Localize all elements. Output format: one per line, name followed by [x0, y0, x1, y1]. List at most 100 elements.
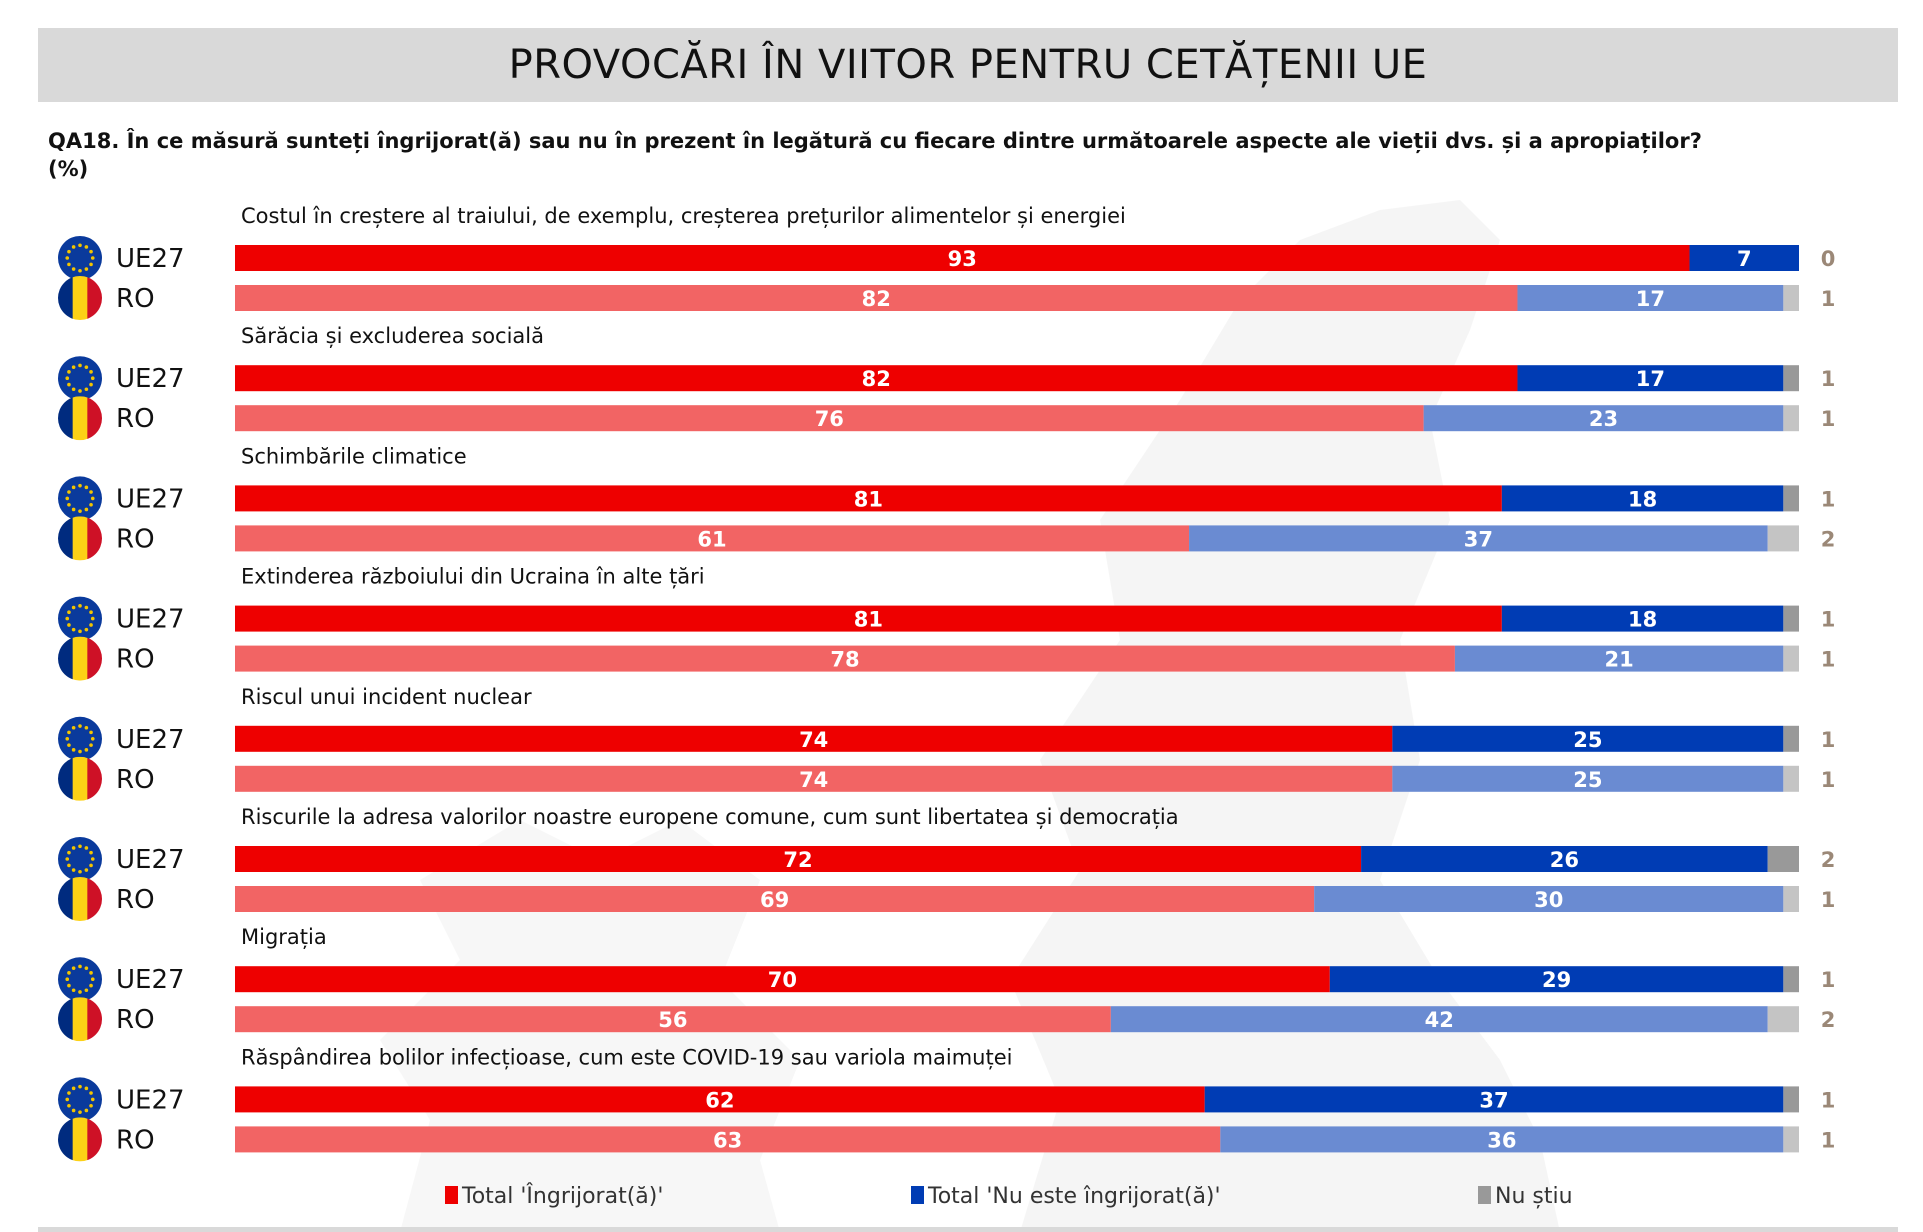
eu-flag-background [58, 716, 102, 761]
row-label-ue27: UE27 [116, 364, 185, 394]
romania-flag-icon [58, 516, 102, 561]
eu-star [71, 1108, 76, 1113]
eu-star [90, 737, 95, 741]
segment-ingrijorat [235, 365, 1518, 392]
data-label-nu-stiu: 1 [1821, 728, 1836, 752]
data-label-nu-este-ingrijorat: 37 [1479, 1088, 1508, 1112]
eu-star [78, 604, 82, 608]
row-label-ue27: UE27 [116, 244, 185, 274]
eu-star [71, 245, 76, 249]
segment-nu-stiu [1783, 725, 1799, 752]
eu-star [78, 629, 82, 634]
row-label-ro: RO [116, 524, 155, 554]
eu-flag-icon [58, 356, 102, 401]
romania-flag-stripe [72, 276, 88, 320]
topic-label: Extinderea războiului din Ucraina în alt… [241, 565, 705, 589]
eu-flag-icon [58, 476, 102, 521]
eu-star [84, 966, 89, 970]
eu-flag-icon [58, 837, 102, 881]
data-label-nu-este-ingrijorat: 17 [1636, 367, 1665, 391]
eu-flag-background [58, 837, 102, 881]
eu-star [78, 243, 82, 248]
romania-flag-stripe [58, 997, 74, 1042]
segment-nu-stiu [1767, 1006, 1799, 1033]
romania-flag-stripe [58, 756, 74, 801]
romania-flag-icon [58, 997, 102, 1042]
legend-label-2: Nu știu [1495, 1184, 1573, 1209]
eu-star [90, 1097, 95, 1102]
eu-flag-background [58, 476, 102, 521]
eu-star [84, 725, 89, 730]
row-label-ro: RO [116, 284, 155, 314]
segment-ingrijorat [235, 725, 1393, 752]
eu-flag-icon [58, 957, 102, 1002]
eu-star [84, 868, 89, 872]
romania-flag-stripe [72, 516, 88, 561]
data-label-nu-stiu: 0 [1821, 247, 1836, 271]
data-label-ingrijorat: 81 [854, 608, 883, 632]
eu-star [65, 256, 70, 260]
data-label-ingrijorat: 93 [948, 247, 977, 271]
eu-flag-background [58, 596, 102, 641]
data-label-nu-stiu: 1 [1821, 487, 1836, 511]
data-label-nu-stiu: 1 [1821, 888, 1836, 912]
eu-star [90, 256, 95, 260]
eu-star [90, 616, 95, 621]
eu-star [65, 616, 70, 621]
eu-star [71, 605, 76, 610]
eu-star [84, 748, 89, 752]
romania-flag-stripe [58, 516, 74, 561]
row-label-ro: RO [116, 404, 155, 434]
data-label-ingrijorat: 74 [799, 768, 828, 792]
eu-star [84, 267, 89, 271]
row-label-ue27: UE27 [116, 1085, 185, 1115]
eu-star [84, 365, 89, 369]
eu-star [71, 725, 76, 730]
eu-star [78, 389, 82, 393]
eu-star [84, 245, 89, 249]
eu-star [90, 496, 95, 501]
eu-star [78, 964, 82, 969]
romania-flag-stripe [72, 997, 88, 1042]
eu-star [89, 1091, 93, 1095]
row-label-ue27: UE27 [116, 725, 185, 755]
segment-ingrijorat [235, 765, 1393, 792]
row-label-ue27: UE27 [116, 965, 185, 995]
romania-flag-stripe [58, 877, 74, 921]
data-label-nu-este-ingrijorat: 23 [1589, 407, 1618, 431]
segment-ingrijorat [235, 405, 1424, 432]
topic-label: Riscurile la adresa valorilor noastre eu… [241, 805, 1179, 829]
segment-nu-este-ingrijorat [1501, 605, 1784, 632]
data-label-nu-este-ingrijorat: 18 [1628, 487, 1657, 511]
segment-ingrijorat [235, 645, 1455, 672]
data-label-ingrijorat: 78 [830, 648, 859, 672]
eu-flag-background [58, 356, 102, 401]
romania-flag-stripe [72, 756, 88, 801]
eu-star [89, 490, 93, 494]
eu-star [84, 605, 89, 610]
eu-star [89, 382, 93, 387]
data-label-nu-este-ingrijorat: 25 [1573, 768, 1602, 792]
segment-ingrijorat [235, 1126, 1221, 1153]
data-label-ingrijorat: 56 [658, 1008, 687, 1032]
romania-flag-stripe [58, 1117, 74, 1162]
eu-flag-icon [58, 596, 102, 641]
segment-nu-stiu [1767, 525, 1799, 552]
segment-nu-este-ingrijorat [1329, 966, 1784, 993]
segment-ingrijorat [235, 485, 1502, 512]
question-text: QA18. În ce măsură sunteți îngrijorat(ă)… [48, 127, 1748, 183]
question-line-1: QA18. În ce măsură sunteți îngrijorat(ă)… [48, 129, 1702, 153]
romania-flag-stripe [87, 636, 102, 681]
eu-star [65, 496, 70, 501]
eu-flag-background [58, 236, 102, 280]
data-label-nu-este-ingrijorat: 37 [1464, 527, 1493, 551]
romania-flag-stripe [87, 516, 102, 561]
data-label-nu-este-ingrijorat: 30 [1534, 888, 1563, 912]
data-label-nu-este-ingrijorat: 17 [1636, 287, 1665, 311]
segment-ingrijorat [235, 846, 1362, 872]
eu-star [67, 623, 71, 627]
eu-star [89, 983, 93, 988]
eu-star [89, 610, 93, 615]
eu-star [67, 249, 71, 254]
data-label-nu-stiu: 2 [1821, 848, 1836, 872]
